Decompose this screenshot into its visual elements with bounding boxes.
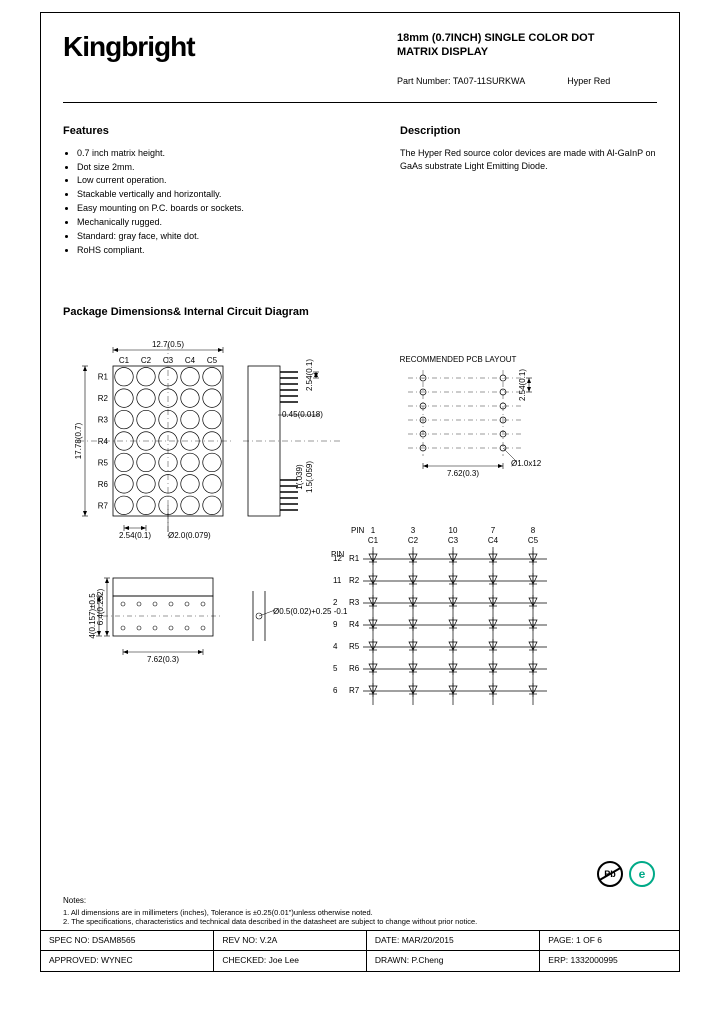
svg-text:C2: C2 (141, 356, 152, 365)
svg-text:R6: R6 (98, 480, 109, 489)
features-list: 0.7 inch matrix height.Dot size 2mm.Low … (63, 147, 320, 259)
description-text: The Hyper Red source color devices are m… (400, 147, 657, 173)
svg-text:R7: R7 (98, 501, 109, 510)
svg-text:8: 8 (531, 526, 536, 535)
svg-text:C5: C5 (528, 536, 539, 545)
svg-text:R7: R7 (349, 686, 360, 695)
svg-text:R5: R5 (349, 642, 360, 651)
svg-text:R1: R1 (349, 554, 360, 563)
part-color: Hyper Red (567, 76, 610, 86)
svg-text:C3: C3 (448, 536, 459, 545)
svg-text:2: 2 (333, 598, 338, 607)
body: Features 0.7 inch matrix height.Dot size… (41, 103, 679, 775)
title-line-1: 18mm (0.7INCH) SINGLE COLOR DOT (397, 31, 657, 45)
svg-text:C3: C3 (163, 356, 174, 365)
svg-text:R6: R6 (349, 664, 360, 673)
svg-text:2.54(0.1): 2.54(0.1) (305, 359, 314, 391)
notes-heading: Notes: (63, 896, 657, 906)
footer-table: SPEC NO: DSAM8565 REV NO: V.2A DATE: MAR… (41, 930, 679, 971)
svg-text:5: 5 (333, 664, 338, 673)
feature-item: Stackable vertically and horizontally. (77, 188, 320, 202)
svg-text:7.62(0.3): 7.62(0.3) (147, 655, 179, 664)
description-column: Description The Hyper Red source color d… (400, 125, 657, 259)
svg-text:PIN: PIN (351, 526, 365, 535)
feature-item: RoHS compliant. (77, 244, 320, 258)
svg-text:9: 9 (333, 620, 338, 629)
features-column: Features 0.7 inch matrix height.Dot size… (63, 125, 320, 259)
svg-text:6: 6 (333, 686, 338, 695)
drawn: DRAWN: P.Cheng (367, 951, 540, 971)
checked: CHECKED: Joe Lee (214, 951, 367, 971)
feature-item: Standard: gray face, white dot. (77, 230, 320, 244)
svg-text:R4: R4 (98, 437, 109, 446)
svg-text:C2: C2 (408, 536, 419, 545)
svg-text:R5: R5 (98, 459, 109, 468)
svg-text:10: 10 (449, 526, 458, 535)
svg-text:11: 11 (333, 576, 342, 585)
svg-text:R1: R1 (98, 373, 109, 382)
notes-block: Notes: 1. All dimensions are in millimet… (63, 896, 657, 927)
compliance-badges: Pb e (597, 861, 655, 887)
features-heading: Features (63, 125, 320, 137)
rev-no: REV NO: V.2A (214, 931, 367, 951)
note-2: 2. The specifications, characteristics a… (63, 917, 657, 927)
svg-text:6.4(0.252): 6.4(0.252) (96, 589, 105, 626)
svg-text:Ø0.5(0.02)+0.25 -0.1: Ø0.5(0.02)+0.25 -0.1 (273, 607, 348, 616)
svg-text:4: 4 (333, 642, 338, 651)
title-line-2: MATRIX DISPLAY (397, 45, 657, 59)
svg-text:3: 3 (411, 526, 416, 535)
svg-text:C1: C1 (119, 356, 130, 365)
title-block: 18mm (0.7INCH) SINGLE COLOR DOT MATRIX D… (397, 31, 657, 86)
package-diagram: C1C2C3C4C5R1R2R3R4R5R6R712.7(0.5)17.78(0… (63, 336, 663, 766)
svg-text:C1: C1 (368, 536, 379, 545)
package-heading: Package Dimensions& Internal Circuit Dia… (63, 306, 657, 318)
part-row: Part Number: TA07-11SURKWA Hyper Red (397, 76, 657, 86)
feature-item: Low current operation. (77, 174, 320, 188)
page: PAGE: 1 OF 6 (540, 931, 679, 951)
feature-item: 0.7 inch matrix height. (77, 147, 320, 161)
part-number: Part Number: TA07-11SURKWA (397, 76, 525, 86)
svg-text:R3: R3 (349, 598, 360, 607)
svg-text:C5: C5 (207, 356, 218, 365)
diagram-area: C1C2C3C4C5R1R2R3R4R5R6R712.7(0.5)17.78(0… (63, 336, 657, 766)
erp: ERP: 1332000995 (540, 951, 679, 971)
svg-text:R2: R2 (98, 394, 109, 403)
svg-text:0.45(0.018): 0.45(0.018) (282, 410, 323, 419)
rohs-badge: e (629, 861, 655, 887)
header: Kingbright 18mm (0.7INCH) SINGLE COLOR D… (41, 13, 679, 96)
feature-item: Dot size 2mm. (77, 161, 320, 175)
svg-text:Ø2.0(0.079): Ø2.0(0.079) (168, 531, 211, 540)
svg-text:2.54(0.1): 2.54(0.1) (119, 531, 151, 540)
svg-text:C4: C4 (488, 536, 499, 545)
svg-text:2.54(0.1): 2.54(0.1) (518, 369, 527, 401)
svg-text:1.5(.059): 1.5(.059) (305, 461, 314, 493)
spec-no: SPEC NO: DSAM8565 (41, 931, 214, 951)
svg-text:R3: R3 (98, 416, 109, 425)
svg-text:R2: R2 (349, 576, 360, 585)
svg-text:1: 1 (371, 526, 376, 535)
svg-text:R4: R4 (349, 620, 360, 629)
approved: APPROVED: WYNEC (41, 951, 214, 971)
date: DATE: MAR/20/2015 (367, 931, 540, 951)
note-1: 1. All dimensions are in millimeters (in… (63, 908, 657, 918)
svg-text:7: 7 (491, 526, 496, 535)
svg-text:RECOMMENDED PCB LAYOUT: RECOMMENDED PCB LAYOUT (400, 355, 517, 364)
svg-text:7.62(0.3): 7.62(0.3) (447, 469, 479, 478)
pb-free-badge: Pb (597, 861, 623, 887)
feature-item: Easy mounting on P.C. boards or sockets. (77, 202, 320, 216)
svg-text:C4: C4 (185, 356, 196, 365)
brand-logo: Kingbright (63, 31, 397, 86)
svg-text:12: 12 (333, 554, 342, 563)
description-heading: Description (400, 125, 657, 137)
svg-text:1(.039): 1(.039) (295, 464, 304, 490)
feature-item: Mechanically rugged. (77, 216, 320, 230)
page-frame: Kingbright 18mm (0.7INCH) SINGLE COLOR D… (40, 12, 680, 972)
